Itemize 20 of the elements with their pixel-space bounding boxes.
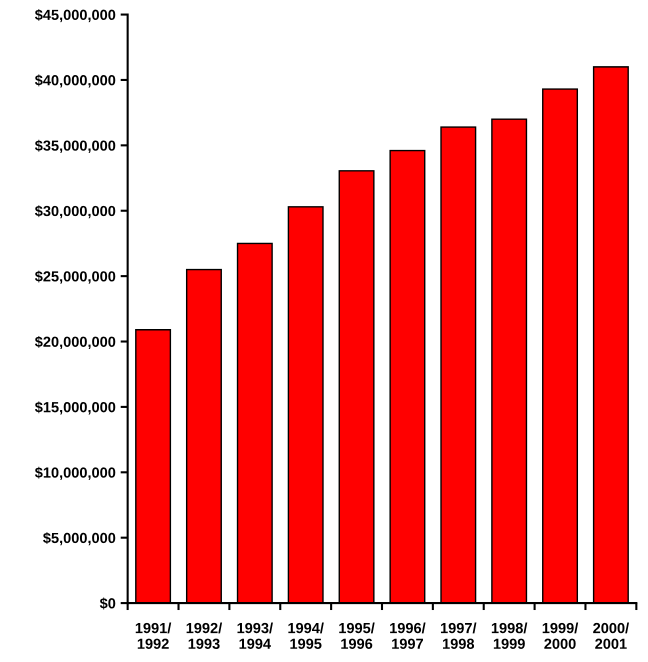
x-tick-label: 1993/ 1994: [238, 622, 273, 649]
y-tick-label: $20,000,000: [34, 336, 116, 350]
y-tick-label: $5,000,000: [43, 532, 116, 546]
y-tick-label: $30,000,000: [34, 205, 116, 218]
y-tick-label: $15,000,000: [34, 401, 116, 414]
x-tick-label: 1996/ 1997: [390, 622, 426, 649]
x-tick-label: 1994/ 1995: [288, 622, 324, 649]
x-tick-label: 1997/ 1998: [440, 622, 476, 649]
y-tick-label: $25,000,000: [34, 270, 116, 284]
y-tick-label: $0: [100, 598, 116, 610]
x-tick-label: 1998/ 1999: [492, 622, 528, 649]
y-tick-label: $40,000,000: [34, 74, 116, 88]
y-tick-label: $35,000,000: [34, 140, 116, 153]
x-tick-label: 1999/ 2000: [542, 622, 578, 649]
y-tick-label: $10,000,000: [34, 466, 116, 480]
x-tick-label: 1991/ 1992: [136, 622, 172, 649]
y-tick-label: $45,000,000: [34, 9, 116, 22]
x-tick-label: 2000/ 2001: [593, 622, 630, 649]
x-tick-label: 1995/ 1996: [339, 622, 375, 649]
x-tick-label: 1992/ 1993: [186, 622, 222, 649]
